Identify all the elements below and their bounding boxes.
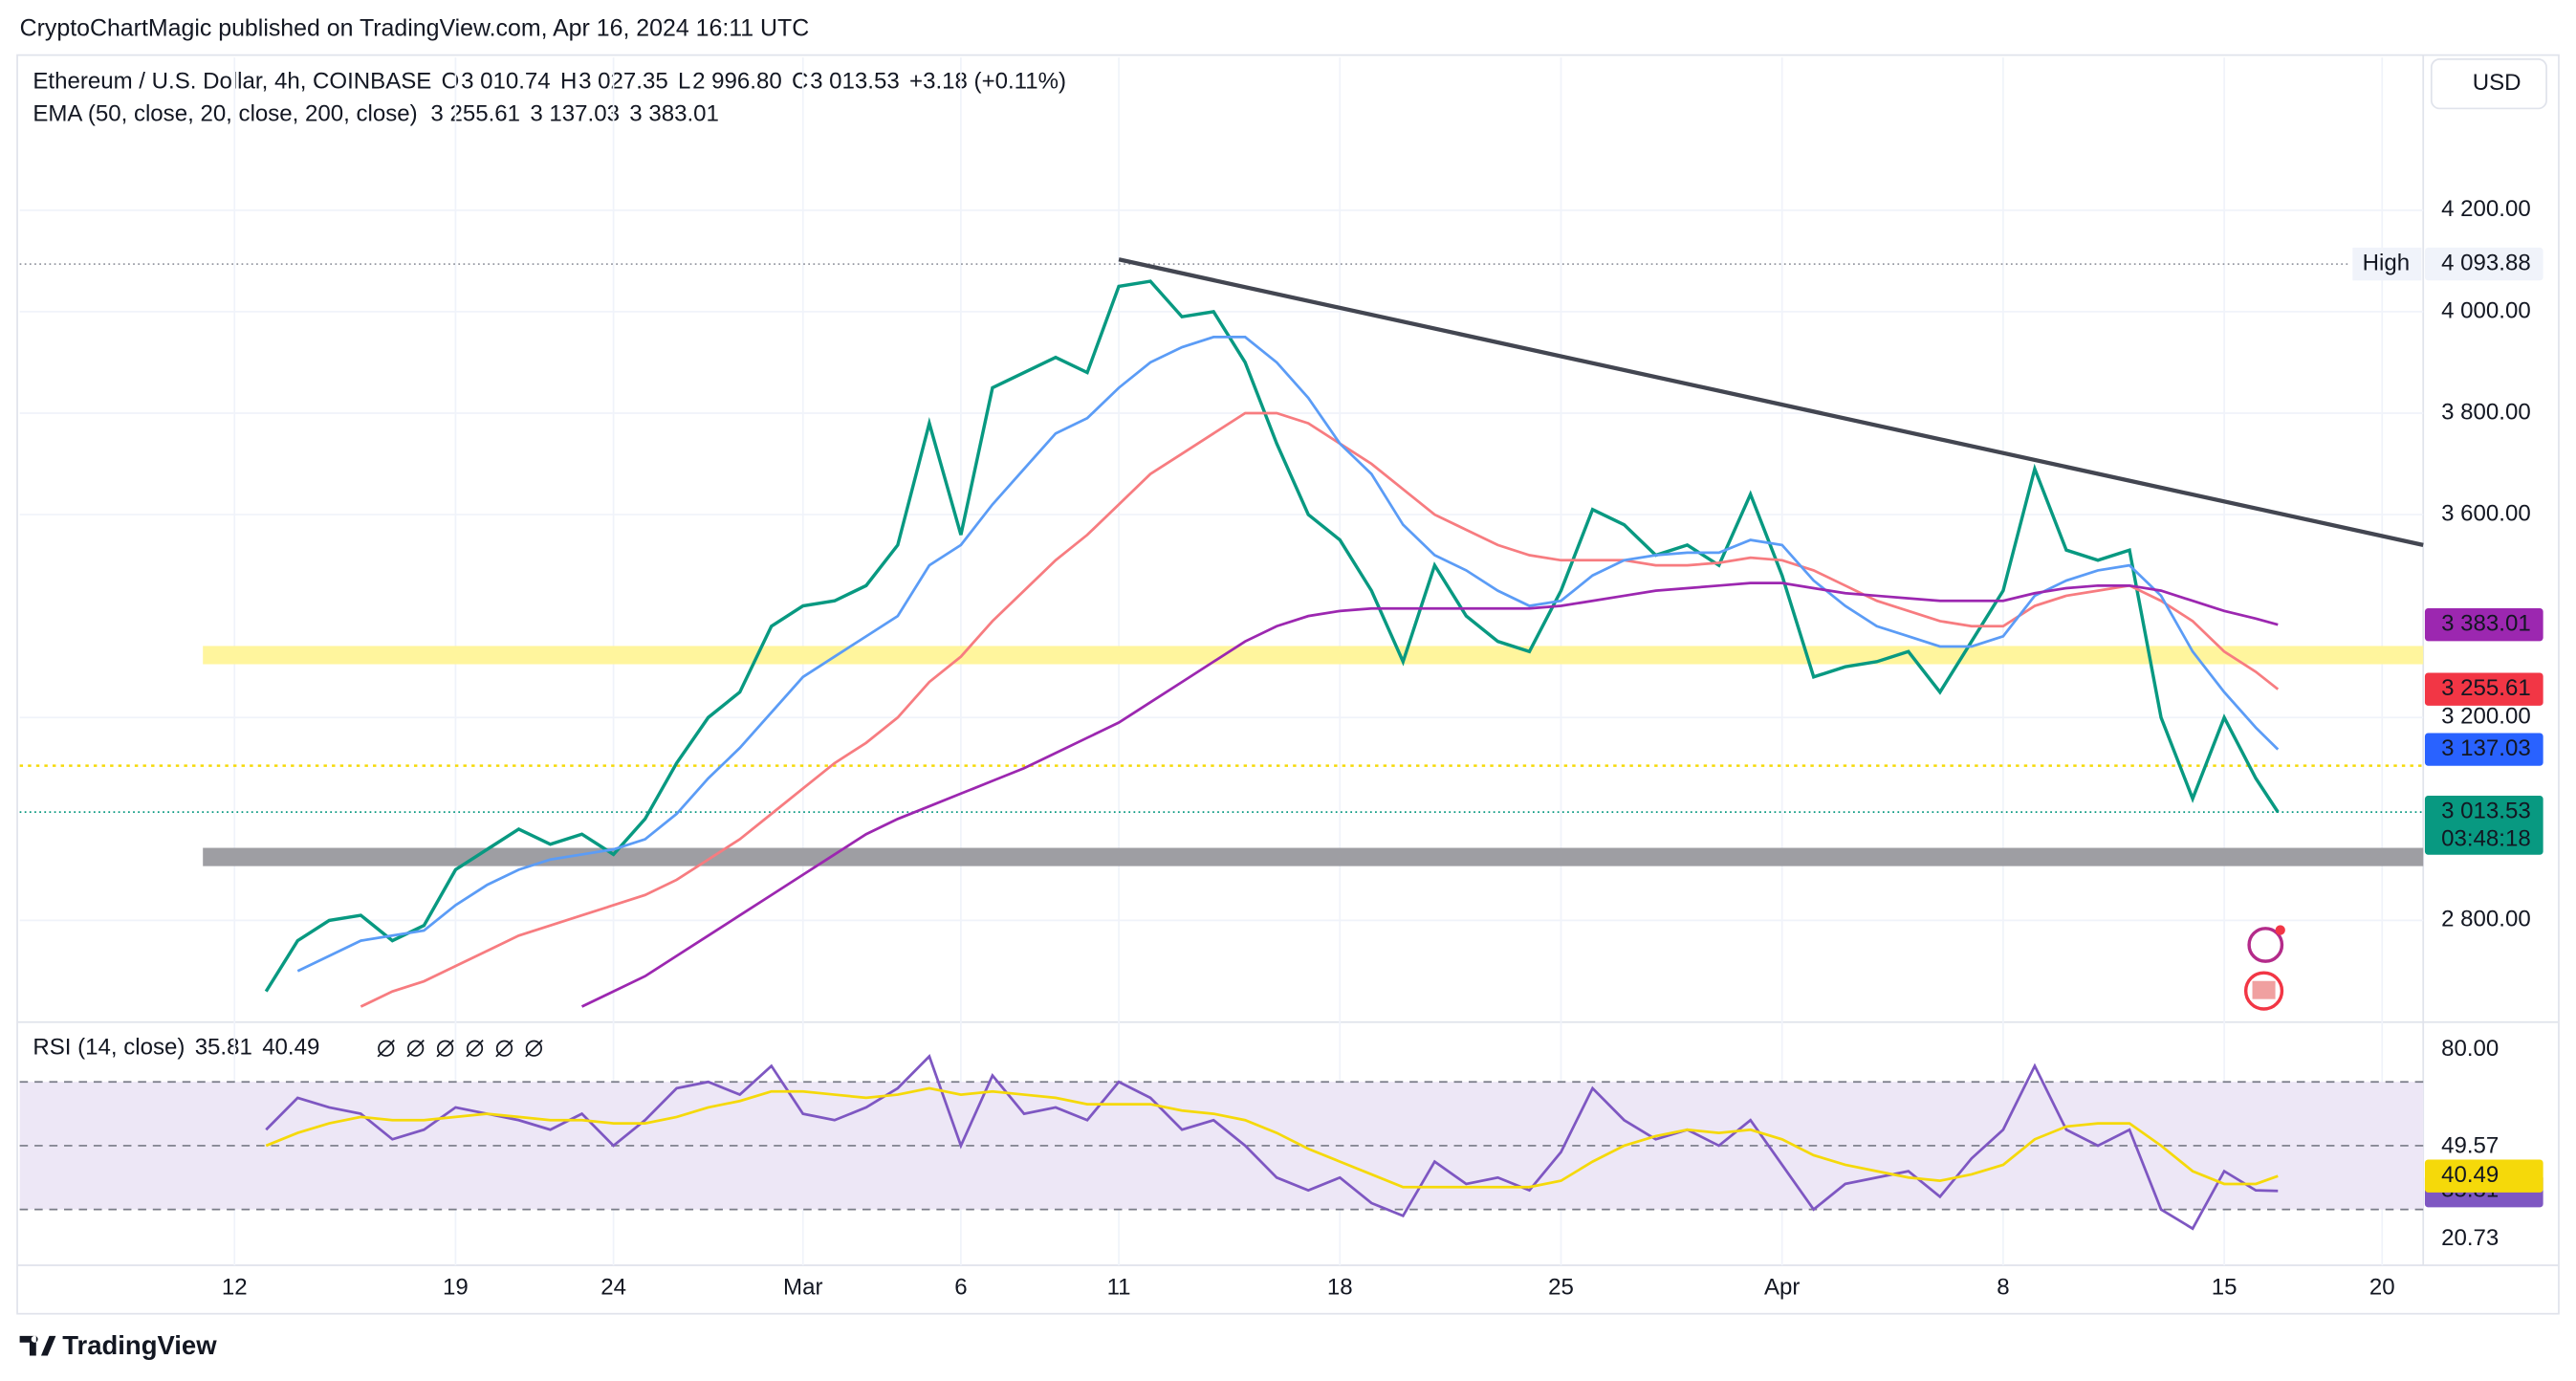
series-line (265, 1054, 2279, 1231)
y-tick-label: 4 000.00 (2441, 297, 2531, 323)
last-price-badge-bg (2424, 795, 2543, 855)
currency[interactable]: USD (2473, 70, 2521, 96)
publisher: CryptoChartMagic published on TradingVie… (20, 15, 810, 42)
y-tick-label: 3 200.00 (2441, 704, 2531, 730)
x-tick-label: 24 (600, 1274, 626, 1300)
x-tick-label: 8 (1997, 1274, 2009, 1300)
symbol: Ethereum / U.S. Dollar, 4h, COINBASE (33, 68, 431, 94)
y-tick-label: 4 200.00 (2441, 196, 2531, 222)
flag (2252, 980, 2276, 999)
rsi-ma-value: 40.49 (262, 1035, 319, 1061)
ohlc-value: 3 027.35 (579, 68, 668, 94)
y-tick-label: 20.73 (2441, 1225, 2499, 1251)
x-tick-label: 15 (2212, 1274, 2238, 1300)
countdown: 03:48:18 (2441, 826, 2531, 852)
ema-title: EMA (50, close, 20, close, 200, close) (33, 101, 417, 127)
rsi-badge: 40.49 (2441, 1162, 2499, 1188)
ohlc-value: 3 013.53 (810, 68, 900, 94)
zone (203, 646, 2424, 665)
ema-badge-bg (2424, 733, 2543, 766)
hidden-icon (437, 1040, 454, 1057)
series-layer (264, 279, 2280, 1008)
ema-badge: 3 137.03 (2441, 735, 2531, 761)
ema-badge: 3 255.61 (2441, 675, 2531, 701)
y-tick-label: 80.00 (2441, 1036, 2499, 1062)
ohlc-label: L (678, 68, 690, 94)
icons (2243, 925, 2285, 1011)
hidden-icon-slash (406, 1040, 425, 1058)
series-line (264, 279, 2280, 993)
hidden-icon (525, 1040, 542, 1057)
x-tick-label: 12 (222, 1274, 248, 1300)
hidden-icon-slash (525, 1040, 543, 1058)
hidden-icon-slash (466, 1040, 484, 1058)
y-tick-label: 49.57 (2441, 1133, 2499, 1159)
series-line (296, 336, 2280, 973)
hidden-icon (378, 1040, 395, 1057)
high-value: 4 093.88 (2441, 250, 2531, 275)
x-tick-label: 20 (2369, 1274, 2395, 1300)
event-dot (2275, 925, 2285, 935)
x-tick-label: 25 (1548, 1274, 1574, 1300)
hidden-icon (407, 1040, 425, 1057)
x-tick-label: 18 (1327, 1274, 1353, 1300)
ema-value: 3 255.61 (430, 101, 520, 127)
high-tag: High (2363, 250, 2410, 275)
ohlc-label: O (442, 68, 460, 94)
x-tick-label: Mar (783, 1274, 822, 1300)
change: +3.18 (+0.11%) (909, 68, 1066, 94)
series-line (360, 411, 2280, 1008)
hidden-icon (495, 1040, 513, 1057)
y-tick-label: 3 600.00 (2441, 500, 2531, 526)
hidden-icon-slash (436, 1040, 454, 1058)
y-tick-label: 3 800.00 (2441, 399, 2531, 425)
chart-frame (16, 54, 2560, 1315)
x-tick-label: Apr (1764, 1274, 1800, 1300)
ohlc-label: H (560, 68, 577, 94)
ema-value: 3 383.01 (629, 101, 719, 127)
event-icon (2247, 927, 2284, 963)
ema-value: 3 137.03 (530, 101, 620, 127)
hidden-icon (466, 1040, 484, 1057)
trendline (1118, 257, 2424, 547)
high-tag-bg (2352, 247, 2422, 281)
series-line (265, 1086, 2279, 1189)
hidden-icon-slash (377, 1040, 395, 1058)
ema-badge: 3 383.01 (2441, 611, 2531, 637)
ohlc-value: 3 010.74 (461, 68, 551, 94)
tv-logo (19, 1335, 56, 1356)
ema-badge-bg (2424, 672, 2543, 706)
series-line (580, 581, 2279, 1008)
brand: TradingView (62, 1330, 217, 1360)
high-value-bg (2424, 247, 2543, 281)
x-tick-label: 19 (443, 1274, 469, 1300)
ema-badge-bg (2424, 607, 2543, 642)
ohlc-label: C (792, 68, 808, 94)
rsi-badge-bg (2424, 1159, 2543, 1193)
x-tick-label: 11 (1107, 1274, 1131, 1300)
currency-button[interactable] (2430, 58, 2547, 110)
ohlc-value: 2 996.80 (692, 68, 782, 94)
logo-mark (19, 1335, 56, 1356)
rsi-title: RSI (14, close) (33, 1035, 185, 1061)
hidden-icon-slash (495, 1040, 513, 1058)
x-tick-label: 6 (954, 1274, 967, 1300)
series-layer (265, 1054, 2279, 1231)
rsi-value: 35.81 (195, 1035, 252, 1061)
zone (203, 847, 2424, 866)
y-tick-label: 2 800.00 (2441, 907, 2531, 932)
last-price: 3 013.53 (2441, 798, 2531, 823)
